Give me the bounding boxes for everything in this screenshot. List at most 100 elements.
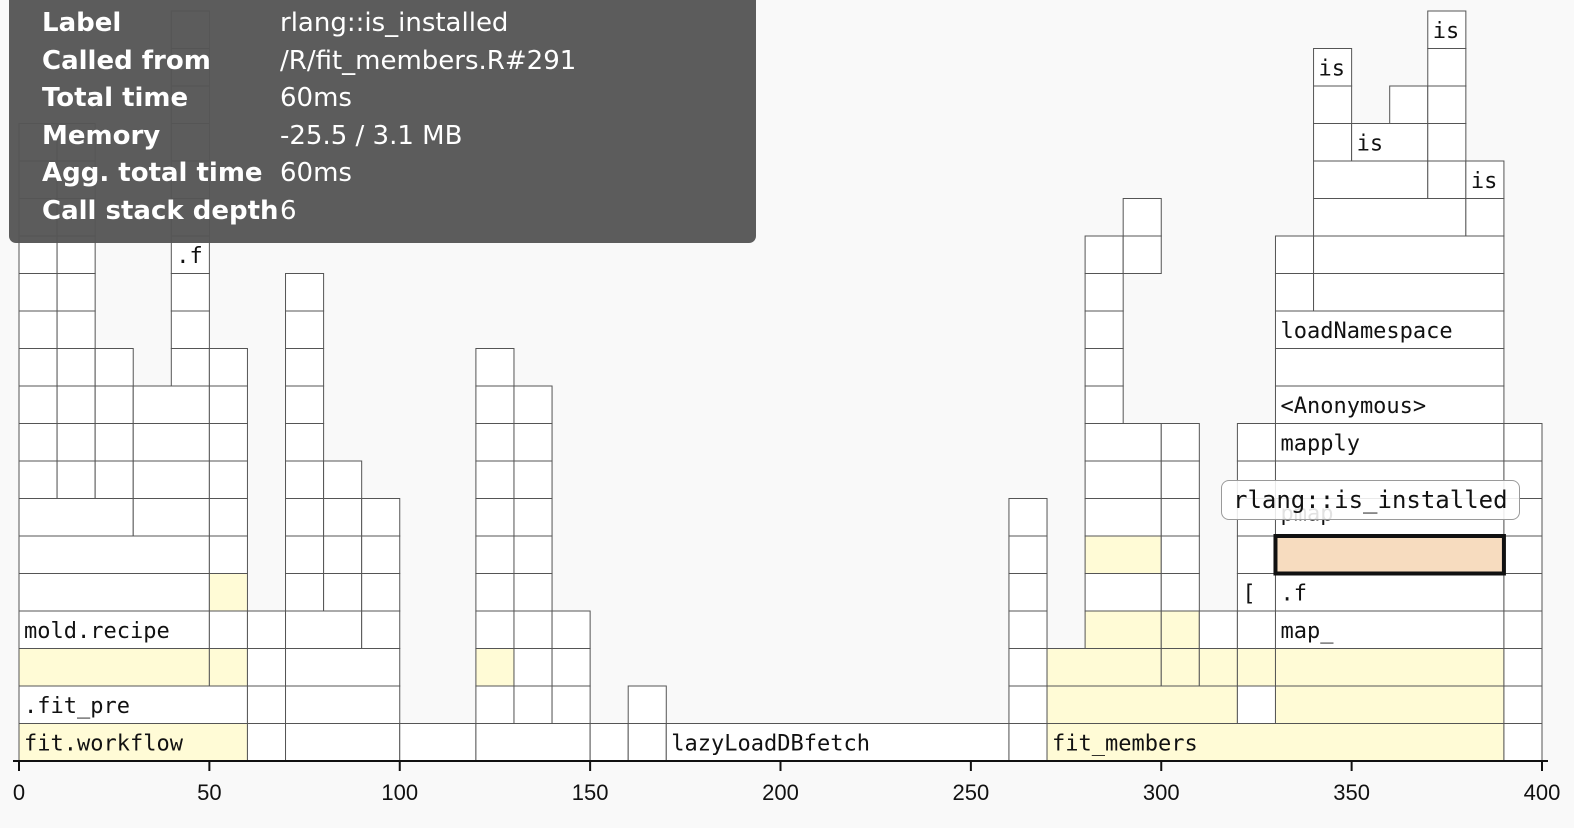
flame-frame[interactable] [1084,310,1124,349]
flame-frame-rect[interactable] [551,648,591,687]
flame-frame[interactable] [18,423,58,462]
flame-frame[interactable] [18,573,210,612]
flame-frame-rect[interactable] [475,685,515,724]
flame-frame-rect[interactable] [94,385,134,424]
flame-frame-rect[interactable] [361,535,401,574]
flame-frame[interactable] [1274,685,1505,724]
flame-frame[interactable] [1503,685,1543,724]
flame-frame[interactable] [18,385,58,424]
flame-frame-rect[interactable] [399,723,477,762]
flame-frame[interactable]: is [1427,10,1467,49]
flame-frame[interactable] [94,460,134,499]
flame-frame-rect[interactable] [18,610,210,649]
flame-frame[interactable] [1274,235,1315,274]
flame-frame-rect[interactable] [1274,685,1505,724]
flame-frame[interactable] [208,648,248,687]
flame-frame[interactable] [1313,198,1467,237]
flame-frame[interactable] [1084,348,1124,387]
flame-frame[interactable] [1084,235,1124,274]
flame-frame-rect[interactable] [1503,423,1543,462]
flame-frame-rect[interactable] [1313,160,1429,199]
flame-frame-rect[interactable] [1084,535,1162,574]
flame-frame[interactable] [208,385,248,424]
flame-frame[interactable] [361,498,401,537]
flame-frame[interactable] [1160,535,1200,574]
flame-frame[interactable] [170,273,210,312]
flame-frame[interactable] [475,648,515,687]
flame-frame-rect[interactable] [1313,273,1505,312]
flame-frame[interactable] [1084,610,1162,649]
flame-frame[interactable] [323,573,363,612]
flame-frame[interactable] [1503,573,1543,612]
flame-frame-rect[interactable] [1274,235,1315,274]
flame-frame[interactable] [627,685,667,724]
flame-frame[interactable] [56,273,96,312]
flame-frame[interactable] [246,685,287,724]
flame-frame[interactable] [1274,348,1505,387]
flame-frame[interactable] [1465,198,1505,237]
flame-frame[interactable] [1122,235,1162,274]
flame-frame[interactable] [1503,423,1543,462]
flame-frame[interactable] [56,423,96,462]
flame-frame-rect[interactable] [1160,423,1200,462]
flame-frame-rect[interactable] [285,310,325,349]
flame-frame[interactable] [285,648,401,687]
flame-frame[interactable] [323,498,363,537]
flame-frame[interactable] [1198,648,1238,687]
flame-frame-rect[interactable] [1084,423,1162,462]
flame-frame-rect[interactable] [1008,648,1048,687]
flame-frame-rect[interactable] [1503,610,1543,649]
flame-frame[interactable]: mapply [1274,423,1505,462]
flame-frame[interactable] [513,498,553,537]
flame-frame-rect[interactable] [170,348,210,387]
flame-frame-rect[interactable] [1160,610,1200,649]
flame-frame-rect[interactable] [1313,198,1467,237]
flame-frame-rect[interactable] [513,648,553,687]
flame-frame-rect[interactable] [1084,573,1162,612]
flame-frame-rect[interactable] [1313,235,1505,274]
flame-frame[interactable] [475,573,515,612]
flame-frame[interactable] [1084,535,1162,574]
flame-frame[interactable] [132,423,210,462]
flame-frame-rect[interactable] [513,610,553,649]
flame-frame[interactable] [361,535,401,574]
flame-frame[interactable] [1427,48,1467,87]
flame-frame-rect[interactable] [18,460,58,499]
flame-frame[interactable] [1236,535,1276,574]
flame-frame[interactable] [285,610,363,649]
flame-frame-rect[interactable] [513,498,553,537]
flame-frame-rect[interactable] [1008,723,1048,762]
flame-frame-rect[interactable] [170,273,210,312]
flame-frame[interactable] [475,460,515,499]
flame-frame[interactable] [208,573,248,612]
flame-frame-rect[interactable] [132,460,210,499]
flame-frame[interactable] [132,460,210,499]
flame-frame[interactable] [132,498,210,537]
flame-frame-rect[interactable] [246,648,287,687]
flame-frame-rect[interactable] [475,535,515,574]
flame-frame[interactable] [1313,235,1505,274]
flame-frame[interactable] [475,535,515,574]
flame-frame[interactable] [285,348,325,387]
flame-frame[interactable] [1236,648,1276,687]
flame-frame[interactable] [1084,460,1162,499]
flame-frame[interactable] [94,385,134,424]
flame-frame-rect[interactable] [18,573,210,612]
flame-frame-rect[interactable] [627,685,667,724]
flame-frame-rect[interactable] [132,385,210,424]
flame-frame[interactable] [475,348,515,387]
flame-frame[interactable]: is [1313,48,1353,87]
flame-frame-rect[interactable] [18,498,134,537]
flame-frame[interactable] [1198,610,1238,649]
flame-frame[interactable] [475,423,515,462]
flame-frame[interactable]: map_ [1274,610,1505,649]
flame-frame[interactable] [589,723,629,762]
flame-frame[interactable] [285,535,325,574]
flame-frame-rect[interactable] [285,723,401,762]
flame-frame-rect[interactable] [1465,198,1505,237]
flame-frame-rect[interactable] [208,385,248,424]
flame-frame[interactable] [1160,498,1200,537]
flame-frame-rect[interactable] [475,573,515,612]
flame-frame[interactable] [1274,273,1315,312]
flame-frame-rect[interactable] [285,535,325,574]
